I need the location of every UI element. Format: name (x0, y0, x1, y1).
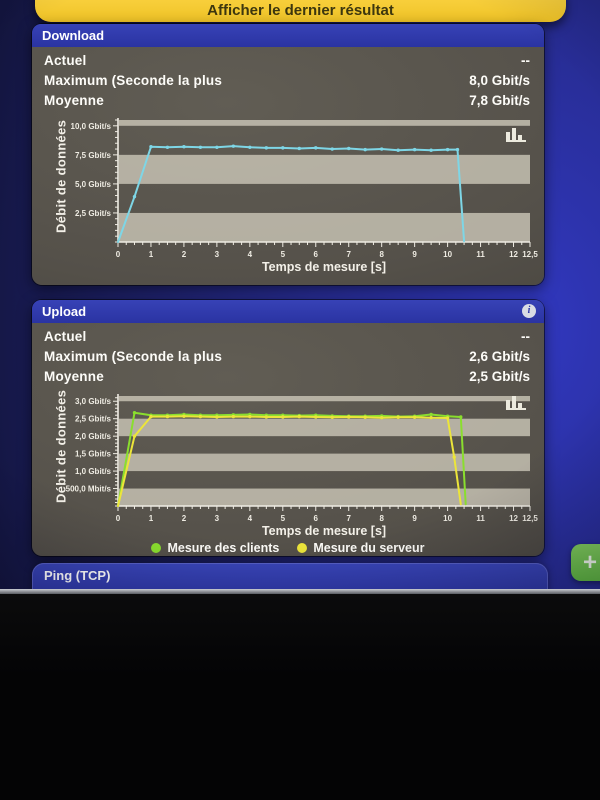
stat-row: Moyenne 2,5 Gbit/s (44, 367, 530, 387)
ping-panel-header[interactable]: Ping (TCP) (32, 563, 548, 591)
svg-text:12,5: 12,5 (522, 514, 538, 523)
screen: Afficher le dernier résultat Download Ac… (0, 0, 600, 591)
svg-text:1: 1 (149, 514, 154, 523)
stat-row: Maximum (Seconde la plus 8,0 Gbit/s (44, 71, 530, 91)
svg-text:500,0 Mbit/s: 500,0 Mbit/s (66, 485, 112, 494)
svg-text:3,0 Gbit/s: 3,0 Gbit/s (75, 397, 112, 406)
bar-chart-icon[interactable] (506, 128, 526, 142)
svg-text:10: 10 (443, 250, 452, 259)
chart-legend: Mesure des clients Mesure du serveur (32, 541, 544, 555)
upload-panel: Upload i Actuel -- Maximum (Seconde la p… (32, 300, 544, 556)
download-panel: Download Actuel -- Maximum (Seconde la p… (32, 24, 544, 285)
download-panel-header[interactable]: Download (32, 24, 544, 47)
svg-text:10,0 Gbit/s: 10,0 Gbit/s (71, 122, 112, 131)
stat-value: 8,0 Gbit/s (469, 73, 530, 88)
svg-text:6: 6 (314, 250, 319, 259)
svg-text:2: 2 (182, 250, 187, 259)
svg-text:2: 2 (182, 514, 187, 523)
stat-label: Maximum (Seconde la plus (44, 349, 223, 364)
svg-text:12,5: 12,5 (522, 250, 538, 259)
stat-value: 2,6 Gbit/s (469, 349, 530, 364)
svg-text:9: 9 (412, 250, 417, 259)
bar-chart-icon[interactable] (506, 396, 526, 410)
svg-text:6: 6 (314, 514, 319, 523)
svg-text:9: 9 (412, 514, 417, 523)
stat-value: 2,5 Gbit/s (469, 369, 530, 384)
stat-value: -- (521, 329, 530, 344)
stat-label: Moyenne (44, 93, 104, 108)
upload-panel-header[interactable]: Upload i (32, 300, 544, 323)
svg-text:4: 4 (248, 514, 253, 523)
svg-text:12: 12 (509, 514, 518, 523)
stat-row: Actuel -- (44, 327, 530, 347)
stat-row: Actuel -- (44, 51, 530, 71)
stat-row: Moyenne 7,8 Gbit/s (44, 91, 530, 111)
stat-label: Maximum (Seconde la plus (44, 73, 223, 88)
info-icon[interactable]: i (522, 304, 536, 318)
x-axis-label: Temps de mesure [s] (261, 260, 387, 274)
show-last-result-button[interactable]: Afficher le dernier résultat (35, 0, 566, 22)
download-chart: Débit de données 0 1 2 3 4 5 6 7 8 9 10 11 12 12,5 2,5… (34, 112, 542, 262)
svg-text:1: 1 (149, 250, 154, 259)
stat-row: Maximum (Seconde la plus 2,6 Gbit/s (44, 347, 530, 367)
server-legend-dot (297, 543, 308, 553)
svg-text:4: 4 (248, 250, 253, 259)
laptop-chassis: %5 &6 /7 (8 )9 =0 ?' (0, 594, 600, 800)
add-measurement-button[interactable]: + (571, 544, 600, 581)
svg-text:5: 5 (281, 250, 286, 259)
legend-label: Mesure des clients (167, 541, 280, 555)
stat-label: Moyenne (44, 369, 104, 384)
svg-text:10: 10 (443, 514, 452, 523)
screen-bezel (0, 589, 600, 594)
stat-value: 7,8 Gbit/s (469, 93, 530, 108)
stat-label: Actuel (44, 53, 87, 68)
y-axis-label: Débit de données (53, 119, 69, 233)
upload-stats: Actuel -- Maximum (Seconde la plus 2,6 G… (32, 323, 544, 388)
svg-text:1,0 Gbit/s: 1,0 Gbit/s (75, 467, 112, 476)
svg-text:0: 0 (116, 514, 121, 523)
svg-text:1,5 Gbit/s: 1,5 Gbit/s (75, 450, 112, 459)
x-axis-label: Temps de mesure [s] (261, 524, 387, 538)
svg-text:2,5 Gbit/s: 2,5 Gbit/s (75, 415, 112, 424)
legend-item-serveur: Mesure du serveur (297, 541, 425, 555)
svg-text:2,5 Gbit/s: 2,5 Gbit/s (75, 209, 112, 218)
svg-text:3: 3 (215, 250, 220, 259)
svg-text:5,0 Gbit/s: 5,0 Gbit/s (75, 180, 112, 189)
svg-text:7: 7 (346, 250, 351, 259)
legend-label: Mesure du serveur (313, 541, 425, 555)
stat-label: Actuel (44, 329, 87, 344)
y-axis-label: Débit de données (53, 389, 69, 503)
svg-text:0: 0 (116, 250, 121, 259)
svg-text:2,0 Gbit/s: 2,0 Gbit/s (75, 432, 112, 441)
upload-panel-title: Upload (42, 304, 87, 319)
client-legend-dot (151, 543, 162, 553)
upload-chart: Débit de données 0 1 2 3 4 5 6 7 8 9 10 11 12 12,5 500… (34, 388, 542, 526)
svg-text:11: 11 (476, 250, 485, 259)
ping-panel-title: Ping (TCP) (44, 568, 111, 583)
download-chart-plot: 0 1 2 3 4 5 6 7 8 9 10 11 12 12,52,5 Gbit/s5,0 Gbit/s… (71, 118, 538, 259)
svg-text:11: 11 (476, 514, 485, 523)
svg-text:3: 3 (215, 514, 220, 523)
svg-text:8: 8 (379, 514, 384, 523)
svg-text:5: 5 (281, 514, 286, 523)
legend-item-clients: Mesure des clients (151, 541, 279, 555)
svg-text:8: 8 (379, 250, 384, 259)
stat-value: -- (521, 53, 530, 68)
svg-text:7: 7 (346, 514, 351, 523)
svg-text:12: 12 (509, 250, 518, 259)
download-panel-title: Download (42, 28, 105, 43)
download-stats: Actuel -- Maximum (Seconde la plus 8,0 G… (32, 47, 544, 112)
svg-text:7,5 Gbit/s: 7,5 Gbit/s (75, 151, 112, 160)
